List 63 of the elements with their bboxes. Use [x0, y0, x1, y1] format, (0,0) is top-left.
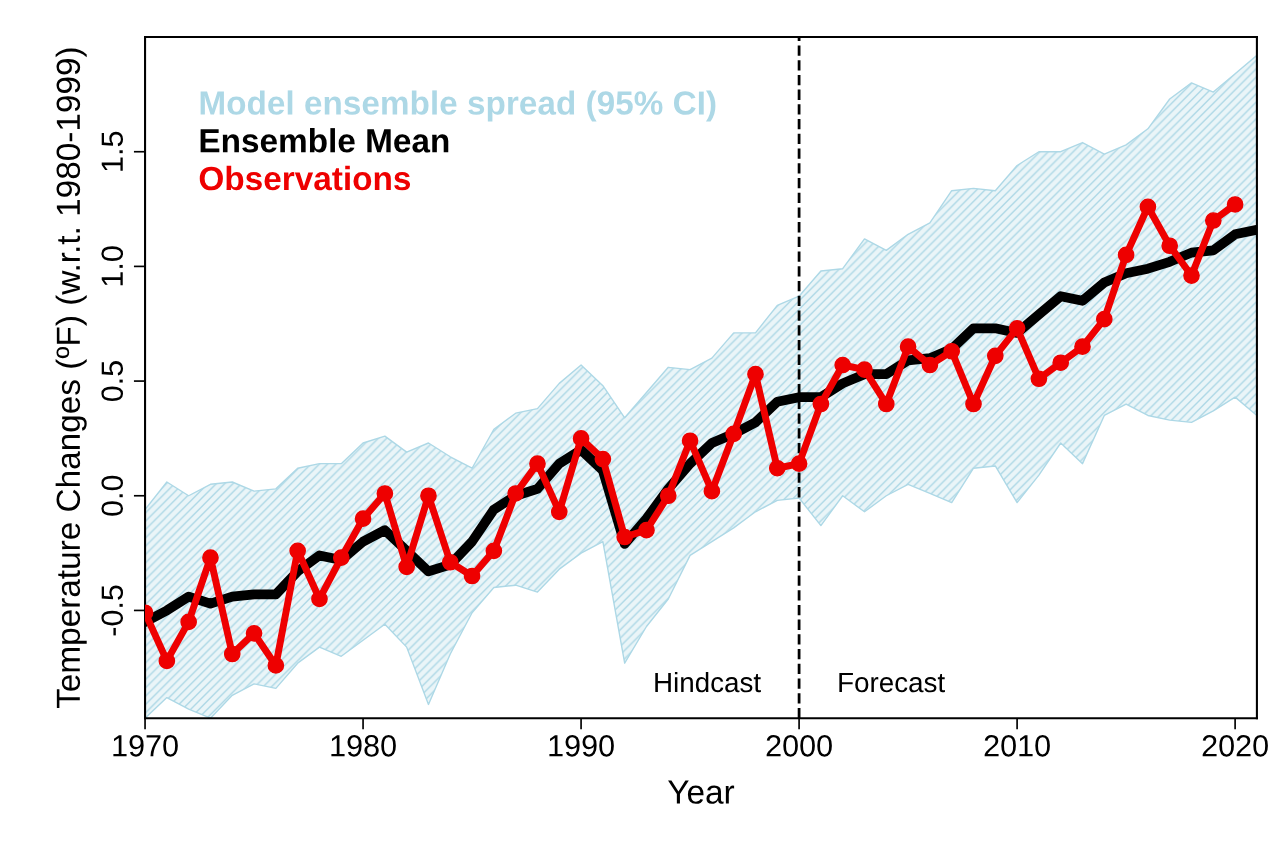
point — [1226, 196, 1244, 213]
point — [202, 549, 219, 567]
point — [572, 430, 590, 447]
point — [1008, 319, 1026, 337]
x-tick-label: 1990 — [549, 735, 614, 757]
point — [877, 395, 895, 413]
point — [376, 485, 394, 502]
point — [1161, 237, 1179, 255]
point — [441, 553, 459, 571]
point — [768, 459, 786, 477]
y-tick-label: 1.0 — [101, 246, 124, 286]
point — [223, 645, 241, 663]
point — [463, 567, 481, 585]
point — [812, 395, 830, 413]
text: Observations — [199, 165, 411, 191]
point — [550, 503, 568, 521]
point — [245, 625, 263, 642]
point — [986, 347, 1004, 365]
y-tick-label: 0.5 — [101, 361, 124, 402]
point — [790, 455, 808, 472]
point — [725, 425, 743, 443]
point — [158, 652, 176, 670]
point — [1204, 212, 1222, 229]
point — [1052, 354, 1070, 372]
point — [594, 450, 612, 468]
x-tick-label: 2020 — [1202, 735, 1268, 757]
text: Ensemble Mean — [200, 128, 449, 153]
point — [267, 657, 285, 674]
y-tick-label: 1.5 — [101, 131, 124, 171]
annotation: Hindcast — [655, 671, 761, 693]
point — [332, 549, 350, 567]
x-tick-label: 2010 — [984, 735, 1050, 757]
point — [747, 365, 764, 383]
annotation: Model ensemble spread (95% CI) — [200, 90, 716, 122]
point — [1183, 267, 1200, 284]
point — [834, 356, 852, 374]
point — [529, 455, 546, 472]
y-tick-label: -0.5 — [101, 585, 124, 636]
x-tick-label: 1980 — [331, 735, 396, 757]
point — [943, 342, 961, 360]
point — [638, 521, 655, 539]
x-tick-label: 2000 — [766, 735, 832, 757]
point — [1074, 338, 1091, 356]
point — [289, 542, 306, 560]
y-tick-label: 0.0 — [101, 475, 124, 516]
point — [659, 487, 677, 505]
x-axis-title: Year — [668, 780, 735, 804]
point — [485, 542, 503, 560]
annotation: Forecast — [839, 672, 945, 693]
point — [1030, 370, 1048, 388]
point — [354, 510, 372, 528]
point — [311, 590, 328, 608]
point — [1095, 310, 1113, 328]
point — [398, 558, 416, 576]
point — [921, 356, 939, 374]
point — [856, 361, 873, 378]
point — [180, 613, 197, 631]
point — [507, 485, 525, 502]
point — [899, 338, 917, 356]
point — [1117, 246, 1135, 264]
point — [616, 528, 634, 546]
y-axis-title: Temperature Changes (ºF) (w.r.t. 1980-1999) — [55, 48, 87, 709]
x-tick-label: 1970 — [113, 735, 178, 757]
